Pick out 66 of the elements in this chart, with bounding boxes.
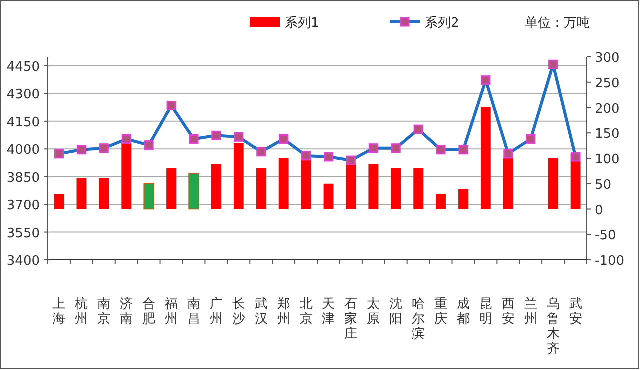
y2-tick-label: 100	[595, 152, 620, 168]
bar	[503, 158, 514, 210]
y-tick-label: 3550	[6, 226, 40, 242]
bar	[188, 173, 200, 210]
x-tick-label: 上海	[52, 297, 66, 327]
x-tick-label: 郑州	[277, 297, 290, 327]
bar	[278, 158, 289, 210]
x-tick-label: 杭州	[74, 297, 88, 327]
bar	[368, 164, 379, 210]
x-tick-label: 重庆	[434, 297, 448, 327]
y2-tick-label: 300	[595, 51, 620, 66]
x-tick-label: 南昌	[187, 297, 200, 327]
legend-label: 系列1	[285, 16, 320, 31]
bar	[346, 164, 356, 210]
x-tick-label: 武安	[569, 297, 582, 327]
y2-tick-label: 50	[595, 178, 612, 193]
x-tick-label: 长沙	[232, 297, 246, 327]
x-tick-label: 济南	[120, 297, 134, 327]
y-tick-label: 4450	[6, 60, 40, 75]
bar	[414, 168, 424, 210]
bar	[76, 178, 87, 210]
x-tick-label: 西安	[502, 297, 515, 327]
bar	[166, 168, 176, 210]
text: 单位：万吨	[525, 16, 590, 31]
x-tick-label: 太原	[367, 297, 380, 327]
x-tick-label: 武汉	[254, 297, 268, 327]
y-tick-label: 3850	[6, 170, 40, 186]
y2-tick-label: 200	[595, 102, 620, 117]
y2-tick-label: 0	[595, 203, 604, 218]
bar	[436, 194, 446, 210]
y2-tick-label: 250	[595, 76, 620, 92]
x-tick-label: 广州	[210, 297, 223, 327]
y-tick-label: 4300	[6, 88, 40, 103]
y2-tick-label: -50	[595, 228, 616, 244]
bar	[211, 164, 222, 210]
x-tick-label: 南京	[98, 297, 111, 327]
x-tick-label: 兰州	[524, 297, 538, 327]
y-tick-label: 3700	[6, 198, 40, 214]
y-tick-label: 4150	[6, 115, 40, 130]
bar	[548, 158, 558, 210]
bar	[144, 183, 154, 210]
y-tick-label: 4000	[6, 143, 40, 158]
bar	[480, 107, 491, 210]
x-tick-label: 沈阳	[390, 297, 403, 327]
x-tick-label: 昆明	[479, 297, 492, 327]
bar	[99, 178, 110, 210]
y-tick-label: 3400	[6, 254, 40, 269]
bar	[122, 143, 132, 210]
bar	[234, 143, 244, 210]
legend-label: 系列2	[425, 16, 460, 31]
y2-tick-label: -100	[595, 254, 625, 269]
x-tick-label: 哈尔滨	[412, 297, 426, 342]
bar	[256, 168, 266, 210]
bar	[301, 158, 312, 210]
x-tick-label: 石家庄	[344, 297, 358, 342]
bar	[391, 168, 402, 210]
x-tick-label: 北京	[300, 297, 313, 327]
y2-tick-label: 150	[595, 127, 620, 142]
x-tick-label: 乌鲁木齐	[546, 297, 560, 357]
bar	[458, 189, 468, 210]
bar	[324, 184, 334, 210]
bar	[54, 194, 64, 210]
x-tick-label: 合肥	[142, 297, 156, 327]
x-tick-label: 福州	[165, 297, 178, 327]
x-tick-label: 天津	[322, 297, 336, 327]
x-tick-label: 成都	[456, 297, 470, 327]
